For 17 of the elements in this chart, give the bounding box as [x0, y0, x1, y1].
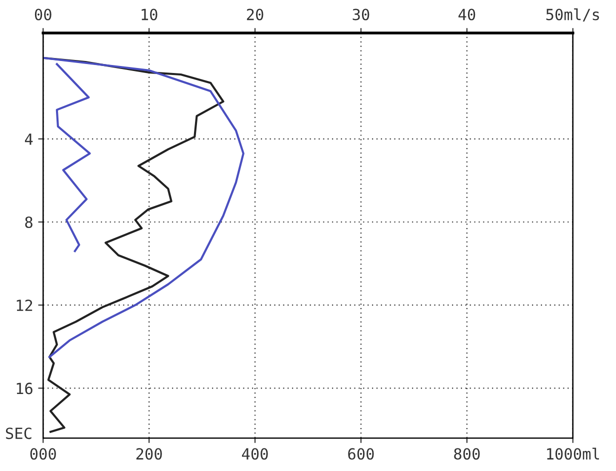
x2-tick-label: 50ml/s [546, 8, 599, 22]
x-tick-label: 800 [454, 448, 480, 460]
x2-tick-label: 30 [352, 8, 370, 20]
x-tick-label: 600 [348, 448, 374, 460]
y-axis-title: SEC [6, 428, 32, 440]
x-tick-label: 400 [242, 448, 268, 460]
x-tick-label: 200 [136, 448, 162, 460]
y-tick-label: 16 [16, 382, 32, 394]
y-tick-label: 4 [24, 134, 33, 145]
x2-tick-label: 10 [142, 8, 158, 20]
y-tick-label: 12 [16, 300, 32, 311]
x-tick-label: 000 [30, 448, 56, 460]
x2-tick-label: 00 [34, 8, 52, 20]
x2-tick-label: 40 [458, 8, 476, 20]
x2-tick-label: 20 [246, 8, 264, 20]
x-tick-label: 1000ml [547, 448, 599, 460]
y-tick-label: 8 [25, 216, 32, 228]
